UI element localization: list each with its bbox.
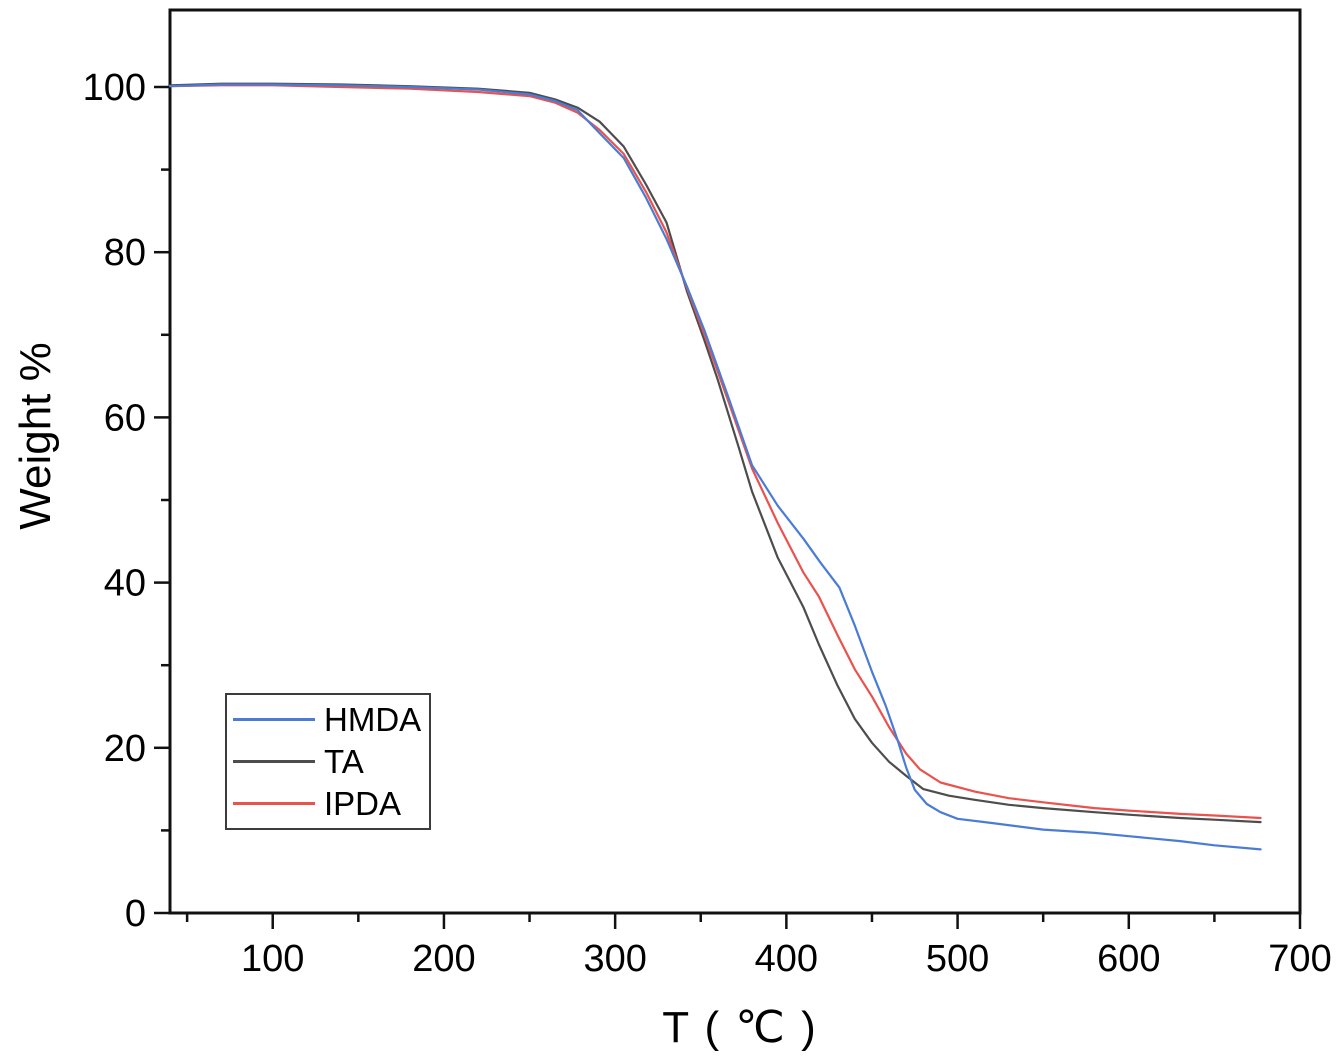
y-tick-label: 80 bbox=[104, 232, 146, 274]
legend-label-ipda: IPDA bbox=[324, 784, 402, 822]
x-tick-label: 700 bbox=[1268, 938, 1331, 980]
y-axis-title: Weight % bbox=[11, 342, 60, 530]
x-tick-label: 500 bbox=[926, 938, 989, 980]
series-line-ipda bbox=[168, 84, 1262, 820]
ipda-line-swatch bbox=[233, 801, 315, 805]
series-line-hmda bbox=[168, 83, 1262, 851]
y-tick-label: 40 bbox=[104, 563, 146, 605]
x-axis-title: T ( ℃ ) bbox=[662, 1003, 818, 1052]
legend-entry-ta: TA bbox=[233, 745, 429, 778]
x-tick-label: 100 bbox=[241, 938, 304, 980]
x-tick-label: 300 bbox=[583, 938, 646, 980]
y-tick-label: 0 bbox=[125, 893, 146, 935]
legend-entry-ipda: IPDA bbox=[233, 787, 429, 820]
y-tick-label: 60 bbox=[104, 397, 146, 439]
x-tick-label: 400 bbox=[755, 938, 818, 980]
y-tick-label: 100 bbox=[83, 67, 146, 109]
legend-label-hmda: HMDA bbox=[324, 701, 422, 739]
series-line-ta bbox=[168, 82, 1262, 824]
legend-label-ta: TA bbox=[324, 742, 364, 780]
x-tick-label: 600 bbox=[1097, 938, 1160, 980]
hmda-line-swatch bbox=[233, 718, 315, 722]
legend-entry-hmda: HMDA bbox=[233, 703, 429, 736]
plot-frame bbox=[168, 8, 1302, 915]
y-tick-label: 20 bbox=[104, 728, 146, 770]
legend: HMDA TA IPDA bbox=[225, 693, 431, 830]
x-tick-label: 200 bbox=[412, 938, 475, 980]
ta-line-swatch bbox=[233, 759, 315, 763]
